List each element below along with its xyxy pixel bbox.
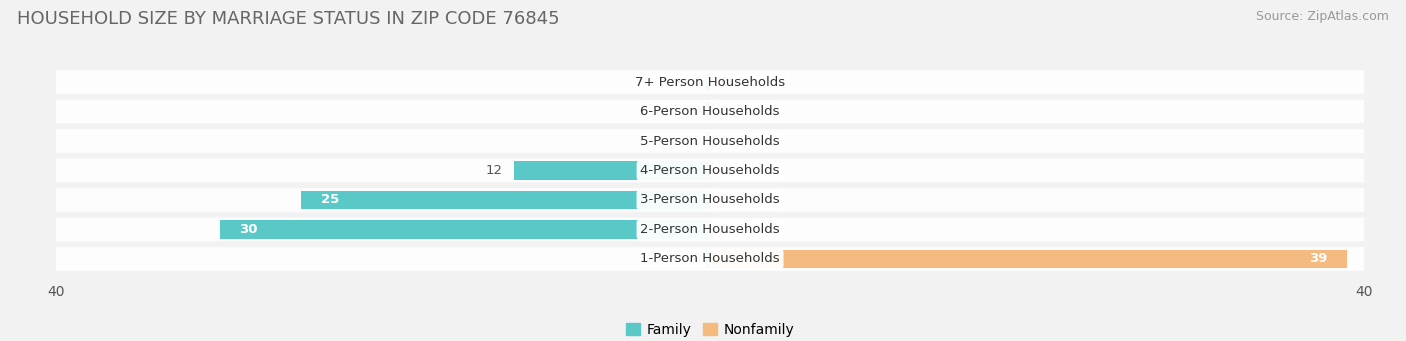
- Text: 0: 0: [692, 105, 700, 118]
- Text: 6-Person Households: 6-Person Households: [640, 105, 780, 118]
- Bar: [515, 161, 710, 180]
- Text: 39: 39: [1309, 252, 1327, 266]
- Text: 0: 0: [720, 134, 728, 148]
- Bar: [710, 250, 1347, 268]
- Bar: [710, 161, 714, 180]
- Bar: [706, 73, 710, 91]
- Text: 0: 0: [692, 75, 700, 89]
- Text: 0: 0: [692, 134, 700, 148]
- Bar: [710, 102, 714, 121]
- Text: 0: 0: [720, 193, 728, 207]
- Text: 4-Person Households: 4-Person Households: [640, 164, 780, 177]
- Text: 0: 0: [720, 105, 728, 118]
- Bar: [301, 191, 710, 209]
- Bar: [706, 250, 710, 268]
- FancyBboxPatch shape: [32, 218, 1388, 241]
- Text: 30: 30: [239, 223, 257, 236]
- Text: 1-Person Households: 1-Person Households: [640, 252, 780, 266]
- Text: 0: 0: [720, 164, 728, 177]
- Bar: [710, 191, 714, 209]
- Text: 2-Person Households: 2-Person Households: [640, 223, 780, 236]
- Text: HOUSEHOLD SIZE BY MARRIAGE STATUS IN ZIP CODE 76845: HOUSEHOLD SIZE BY MARRIAGE STATUS IN ZIP…: [17, 10, 560, 28]
- Text: 0: 0: [720, 223, 728, 236]
- Text: 5-Person Households: 5-Person Households: [640, 134, 780, 148]
- FancyBboxPatch shape: [32, 129, 1388, 153]
- FancyBboxPatch shape: [32, 188, 1388, 212]
- FancyBboxPatch shape: [32, 159, 1388, 182]
- Bar: [710, 220, 714, 239]
- Bar: [219, 220, 710, 239]
- Legend: Family, Nonfamily: Family, Nonfamily: [620, 317, 800, 341]
- Bar: [706, 132, 710, 150]
- FancyBboxPatch shape: [32, 100, 1388, 123]
- FancyBboxPatch shape: [32, 247, 1388, 271]
- Bar: [710, 132, 714, 150]
- Text: 0: 0: [720, 75, 728, 89]
- Bar: [706, 102, 710, 121]
- Text: 25: 25: [321, 193, 339, 207]
- Text: 3-Person Households: 3-Person Households: [640, 193, 780, 207]
- FancyBboxPatch shape: [32, 70, 1388, 94]
- Text: 0: 0: [692, 252, 700, 266]
- Bar: [710, 73, 714, 91]
- Text: Source: ZipAtlas.com: Source: ZipAtlas.com: [1256, 10, 1389, 23]
- Text: 12: 12: [485, 164, 502, 177]
- Text: 7+ Person Households: 7+ Person Households: [636, 75, 785, 89]
